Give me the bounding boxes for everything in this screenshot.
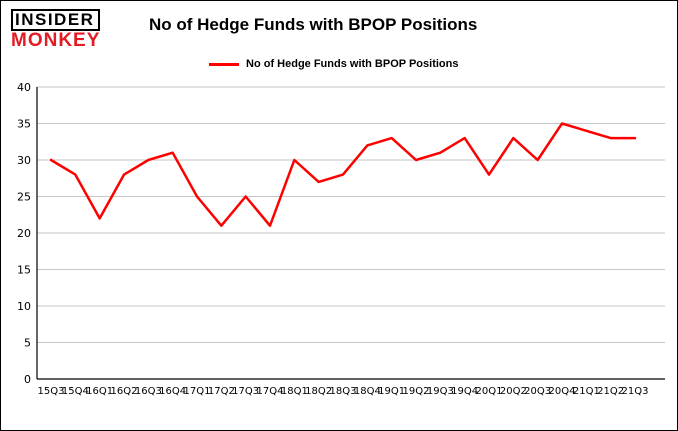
x-tick-label: 21Q2 — [597, 386, 624, 397]
x-tick-label: 16Q1 — [86, 386, 113, 397]
x-tick-label: 18Q3 — [330, 386, 357, 397]
series-line — [49, 122, 637, 227]
x-tick-label: 21Q3 — [622, 386, 649, 397]
x-tick-label: 17Q2 — [208, 386, 235, 397]
y-tick-label: 40 — [17, 81, 31, 94]
x-tick-label: 20Q3 — [524, 386, 551, 397]
x-tick-label: 16Q2 — [111, 386, 138, 397]
logo-text-monkey: MONKEY — [11, 29, 101, 51]
y-tick-label: 30 — [17, 154, 31, 167]
legend-line-swatch — [209, 62, 239, 66]
y-tick-label: 20 — [17, 227, 31, 240]
chart-title: No of Hedge Funds with BPOP Positions — [149, 15, 478, 34]
legend-label: No of Hedge Funds with BPOP Positions — [246, 58, 459, 70]
y-tick-label: 15 — [17, 264, 31, 277]
x-tick-label: 18Q4 — [354, 386, 381, 397]
logo-text-insider: INSIDER — [11, 9, 101, 31]
y-tick-label: 10 — [17, 300, 31, 313]
x-tick-label: 19Q1 — [378, 386, 405, 397]
x-tick-label: 20Q4 — [549, 386, 576, 397]
x-tick-label: 19Q2 — [403, 386, 430, 397]
chart-legend: No of Hedge Funds with BPOP Positions — [209, 58, 458, 70]
x-tick-label: 20Q1 — [476, 386, 503, 397]
y-tick-label: 25 — [17, 191, 31, 204]
insider-monkey-logo: INSIDER MONKEY — [11, 9, 101, 51]
x-tick-label: 19Q3 — [427, 386, 454, 397]
x-tick-label: 20Q2 — [500, 386, 527, 397]
x-tick-label: 16Q3 — [135, 386, 162, 397]
y-tick-label: 0 — [24, 373, 31, 386]
y-tick-label: 5 — [24, 337, 31, 350]
x-tick-label: 21Q1 — [573, 386, 600, 397]
x-tick-label: 17Q4 — [257, 386, 284, 397]
y-tick-label: 35 — [17, 118, 31, 131]
x-tick-label: 17Q1 — [184, 386, 211, 397]
x-tick-label: 18Q2 — [305, 386, 332, 397]
x-tick-label: 18Q1 — [281, 386, 308, 397]
x-tick-label: 16Q4 — [159, 386, 186, 397]
x-tick-label: 17Q3 — [232, 386, 259, 397]
x-tick-label: 15Q4 — [62, 386, 89, 397]
x-tick-label: 15Q3 — [38, 386, 65, 397]
x-tick-label: 19Q4 — [451, 386, 478, 397]
